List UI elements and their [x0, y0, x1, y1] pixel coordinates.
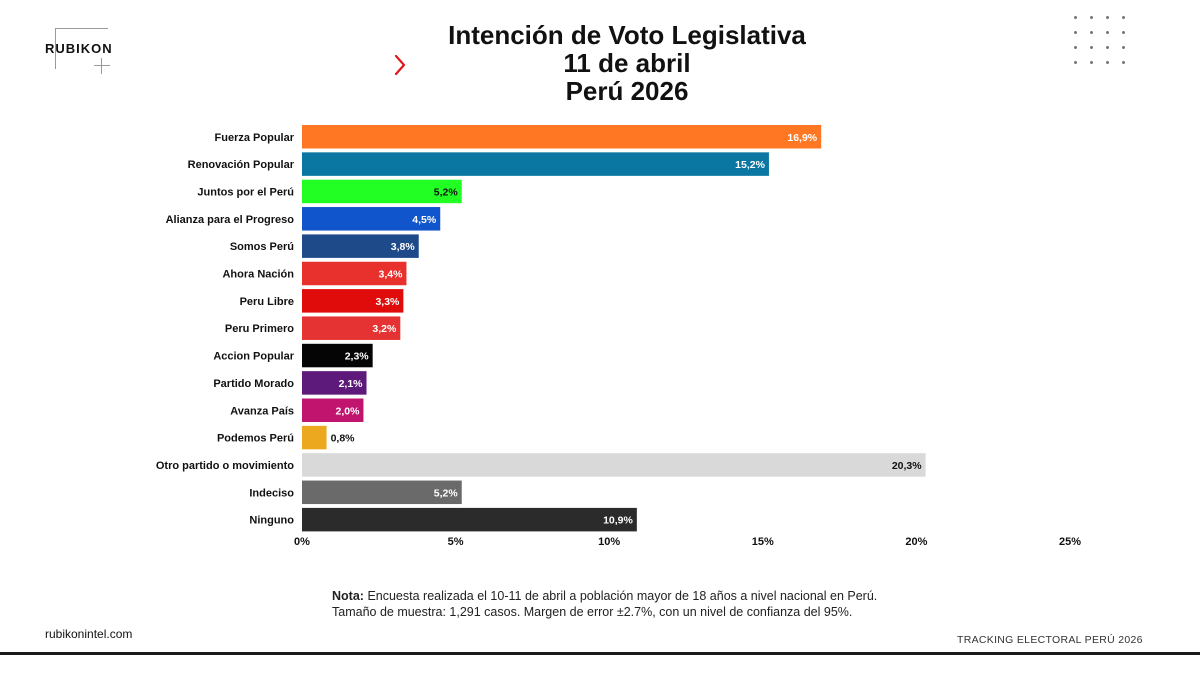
bar: [302, 207, 441, 231]
bar: [302, 480, 462, 505]
brand-logo: RUBIKON: [45, 41, 113, 56]
category-label: Podemos Perú: [217, 433, 294, 445]
data-label: 4,5%: [412, 214, 437, 226]
note-line-1: Encuesta realizada el 10-11 de abril a p…: [367, 589, 878, 603]
bar: [302, 398, 364, 422]
category-label: Indeciso: [249, 487, 294, 499]
category-label: Peru Libre: [240, 296, 294, 308]
category-label: Avanza País: [230, 405, 294, 417]
category-label: Alianza para el Progreso: [166, 214, 295, 226]
title-line-1: Intención de Voto Legislativa: [448, 20, 806, 50]
plus-icon: [94, 58, 110, 74]
category-label: Somos Perú: [230, 241, 294, 253]
bar: [302, 179, 462, 204]
logo-frame: [55, 28, 108, 69]
data-label: 0,8%: [331, 433, 356, 445]
note-line-2: Tamaño de muestra: 1,291 casos. Margen d…: [332, 605, 853, 619]
title-line-3: Perú 2026: [565, 76, 689, 106]
data-label: 16,9%: [787, 132, 817, 144]
data-label: 2,1%: [339, 378, 364, 390]
data-label: 2,3%: [345, 351, 370, 363]
category-label: Fuerza Popular: [215, 132, 295, 144]
category-label: Peru Primero: [225, 323, 294, 335]
bar: [302, 453, 926, 477]
footnote: Nota: Encuesta realizada el 10-11 de abr…: [332, 588, 952, 620]
bar-chart: Fuerza Popular 16,9% Renovación Popular 15,…: [156, 125, 1081, 548]
data-label: 5,2%: [434, 186, 459, 198]
x-tick-label: 15%: [752, 536, 774, 548]
data-label: 10,9%: [603, 515, 633, 527]
bar: [302, 425, 327, 450]
x-tick-label: 10%: [598, 536, 620, 548]
category-label: Ninguno: [249, 515, 294, 527]
category-label: Ahora Nación: [222, 269, 294, 281]
data-label: 15,2%: [735, 159, 765, 171]
bar: [302, 316, 401, 340]
bottom-divider: [0, 652, 1200, 655]
note-label: Nota:: [332, 589, 364, 603]
bar: [302, 125, 822, 149]
category-label: Renovación Popular: [188, 159, 295, 171]
data-label: 3,8%: [391, 241, 416, 253]
data-label: 5,2%: [434, 487, 459, 499]
x-tick-label: 5%: [448, 536, 464, 548]
bar: [302, 152, 769, 176]
chevron-right-icon: [394, 54, 406, 76]
bar: [302, 507, 637, 532]
x-tick-label: 25%: [1059, 536, 1081, 548]
bar: [302, 343, 373, 368]
website-link[interactable]: rubikonintel.com: [45, 627, 133, 641]
category-label: Partido Morado: [213, 378, 294, 390]
chart-title: Intención de Voto Legislativa 11 de abri…: [377, 21, 877, 105]
x-tick-label: 20%: [905, 536, 927, 548]
data-label: 3,2%: [372, 323, 397, 335]
footer-tag: TRACKING ELECTORAL PERÚ 2026: [957, 634, 1143, 646]
x-tick-label: 0%: [294, 536, 310, 548]
category-label: Otro partido o movimiento: [156, 460, 294, 472]
dot-grid-icon: [1074, 16, 1136, 72]
data-label: 3,4%: [379, 269, 404, 281]
data-label: 2,0%: [336, 405, 361, 417]
bar: [302, 289, 404, 313]
bar: [302, 261, 407, 286]
category-label: Juntos por el Perú: [197, 186, 294, 198]
bar: [302, 234, 419, 258]
category-label: Accion Popular: [213, 351, 294, 363]
bar: [302, 371, 367, 395]
title-line-2: 11 de abril: [563, 48, 691, 78]
data-label: 3,3%: [375, 296, 400, 308]
data-label: 20,3%: [892, 460, 922, 472]
